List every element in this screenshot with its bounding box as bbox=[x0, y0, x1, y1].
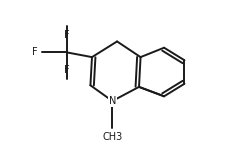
Text: N: N bbox=[109, 96, 116, 106]
Text: F: F bbox=[32, 47, 38, 57]
Text: F: F bbox=[64, 65, 70, 75]
Text: F: F bbox=[64, 30, 70, 40]
Text: CH3: CH3 bbox=[102, 132, 122, 142]
